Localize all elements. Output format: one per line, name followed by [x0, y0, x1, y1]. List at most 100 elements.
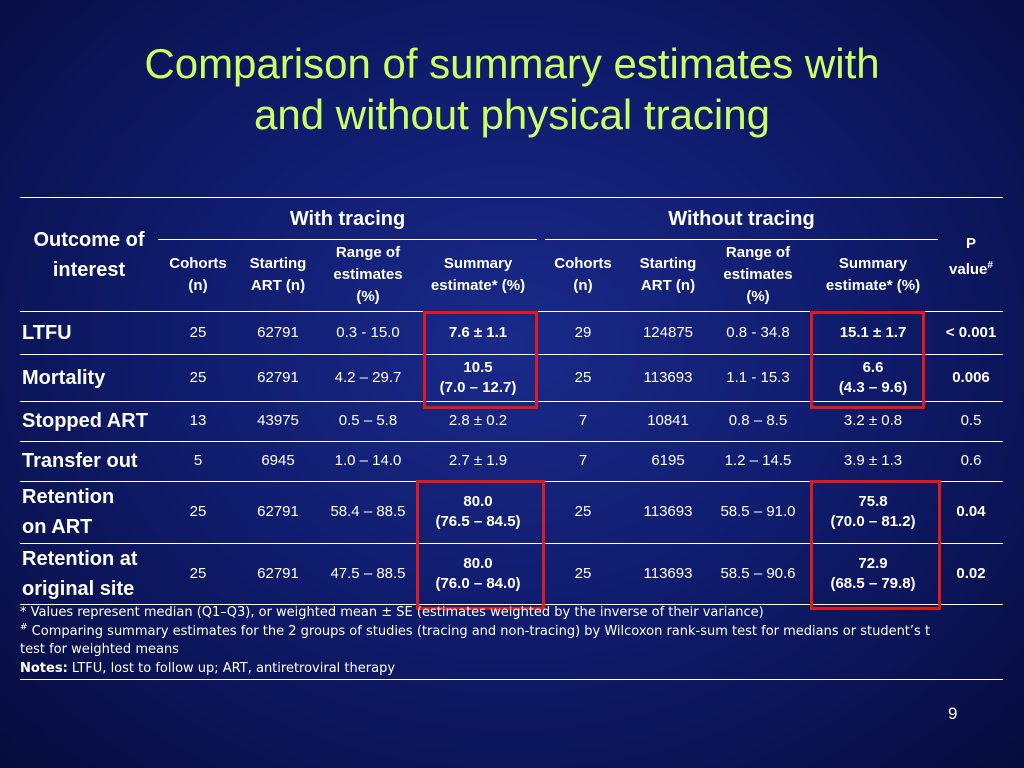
summary-line: 80.0 — [463, 554, 493, 572]
group-header-without-tracing: Without tracing — [668, 208, 815, 230]
cell-with-starting-art: 62791 — [238, 354, 318, 401]
sub-header-with-summary: Summary estimate* (%) — [418, 240, 538, 310]
summary-line: 3.9 ± 1.3 — [843, 452, 903, 469]
cell-outcome-line: original site — [22, 577, 135, 600]
highlight-box-without-ltfu-mortality — [810, 311, 925, 409]
cell-without-range: 58.5 – 91.0 — [708, 481, 808, 543]
cell-value: 25 — [574, 503, 592, 520]
footnote-asterisk: * Values represent median (Q1–Q3), or we… — [20, 605, 764, 620]
cell-without-cohorts: 7 — [538, 401, 628, 441]
summary-line: (76.0 – 84.0) — [435, 574, 521, 592]
outcome-header: Outcome of interest — [20, 220, 158, 290]
cell-value: 62791 — [257, 323, 299, 341]
footnote-hash-mark: # — [20, 622, 28, 633]
sub-header-line: (%) — [746, 288, 770, 305]
sub-header-with-starting-art: Starting ART (n) — [238, 240, 318, 310]
p-value-header-line-1: P — [965, 235, 976, 252]
cell-outcome-text: LTFU — [22, 321, 72, 344]
summary-line: 7.6 ± 1.1 — [448, 323, 508, 341]
cell-with-range: 1.0 – 14.0 — [318, 441, 418, 481]
summary-line: (76.5 – 84.5) — [435, 513, 521, 530]
cell-with-range: 0.5 – 5.8 — [318, 401, 418, 441]
highlight-box-without-retention — [810, 480, 941, 610]
cell-value: 6945 — [261, 452, 295, 469]
cell-with-cohorts: 25 — [158, 311, 238, 354]
cell-without-range: 0.8 – 8.5 — [708, 401, 808, 441]
p-value-header-line-2: value# — [949, 255, 993, 281]
cell-value: 0.3 - 15.0 — [336, 323, 400, 341]
sub-header-line: (n) — [188, 277, 208, 294]
sub-header-line: Cohorts — [554, 255, 612, 272]
cell-with-cohorts: 25 — [158, 481, 238, 543]
cell-value: 25 — [189, 323, 207, 341]
cell-without-cohorts: 25 — [538, 481, 628, 543]
row-divider — [20, 354, 1003, 355]
cell-outcome-text: Mortality — [22, 366, 106, 389]
group-header-with-tracing: With tracing — [289, 208, 406, 230]
cell-outcome-text: Transfer out — [22, 450, 138, 472]
cell-value: 4.2 – 29.7 — [334, 368, 402, 386]
sub-header-with-cohorts: Cohorts (n) — [158, 240, 238, 310]
cell-without-range: 0.8 - 34.8 — [708, 311, 808, 354]
cell-value: < 0.001 — [945, 323, 997, 341]
cell-value: 0.006 — [952, 368, 990, 386]
cell-with-range: 0.3 - 15.0 — [318, 311, 418, 354]
sub-header-line: Summary — [443, 255, 513, 272]
sub-header-line: ART (n) — [640, 277, 696, 294]
cell-outcome: Mortality — [20, 354, 162, 401]
cell-with-summary: 2.7 ± 1.9 — [418, 441, 538, 481]
cell-outcome: Transfer out — [20, 441, 162, 481]
cell-without-summary: 75.8 (70.0 – 81.2) — [808, 481, 938, 543]
slide-title-line-1: Comparison of summary estimates with — [144, 40, 880, 87]
cell-with-cohorts: 25 — [158, 543, 238, 604]
footnote-hash-continued: test for weighted means — [20, 642, 179, 657]
cell-with-starting-art: 43975 — [238, 401, 318, 441]
cell-without-range: 58.5 – 90.6 — [708, 543, 808, 604]
outcome-header-line-2: interest — [52, 259, 126, 281]
cell-without-cohorts: 25 — [538, 543, 628, 604]
cell-value: 0.02 — [956, 564, 986, 582]
cell-value: 113693 — [643, 564, 693, 582]
cell-outcome: Retention at original site — [20, 543, 162, 604]
cell-outcome: LTFU — [20, 311, 162, 354]
cell-without-starting-art: 113693 — [628, 543, 708, 604]
summary-line: (7.0 – 12.7) — [439, 378, 517, 396]
notes-text: LTFU, lost to follow up; ART, antiretrov… — [67, 660, 396, 676]
cell-value: 1.1 - 15.3 — [726, 368, 790, 386]
cell-without-starting-art: 6195 — [628, 441, 708, 481]
cell-with-starting-art: 6945 — [238, 441, 318, 481]
cell-without-summary: 3.9 ± 1.3 — [808, 441, 938, 481]
with-tracing-underline — [158, 239, 537, 240]
cell-value: 5 — [193, 452, 203, 469]
sub-header-line: Starting — [249, 255, 307, 272]
cell-value: 113693 — [643, 368, 693, 386]
p-value-header-word: value — [949, 261, 988, 278]
sub-header-line: Cohorts — [169, 255, 227, 272]
cell-value: 58.5 – 91.0 — [720, 503, 796, 520]
cell-value: 13 — [189, 412, 207, 429]
sub-header-without-cohorts: Cohorts (n) — [538, 240, 628, 310]
cell-value: 0.8 – 8.5 — [728, 412, 788, 429]
cell-outcome: Stopped ART — [20, 401, 162, 441]
cell-value: 62791 — [257, 503, 299, 520]
cell-without-range: 1.1 - 15.3 — [708, 354, 808, 401]
summary-line: 75.8 — [858, 493, 888, 510]
cell-value: 113693 — [643, 503, 693, 520]
cell-without-starting-art: 10841 — [628, 401, 708, 441]
slide-title-line-2: and without physical tracing — [254, 91, 770, 138]
cell-value: 47.5 – 88.5 — [330, 564, 406, 582]
without-tracing-underline — [545, 239, 938, 240]
cell-value: 1.0 – 14.0 — [334, 452, 402, 469]
slide-title: Comparison of summary estimates with and… — [0, 38, 1024, 140]
cell-value: 25 — [189, 503, 207, 520]
row-divider — [20, 441, 1003, 442]
cell-without-summary: 6.6 (4.3 – 9.6) — [808, 354, 938, 401]
sub-header-line: Range of — [725, 244, 791, 261]
cell-value: 58.4 – 88.5 — [330, 503, 406, 520]
sub-header-line: estimate* (%) — [825, 277, 921, 294]
cell-with-summary: 7.6 ± 1.1 — [418, 311, 538, 354]
cell-value: 0.8 - 34.8 — [726, 323, 790, 341]
cell-with-range: 47.5 – 88.5 — [318, 543, 418, 604]
cell-with-starting-art: 62791 — [238, 543, 318, 604]
sub-header-line: Range of — [335, 244, 401, 261]
